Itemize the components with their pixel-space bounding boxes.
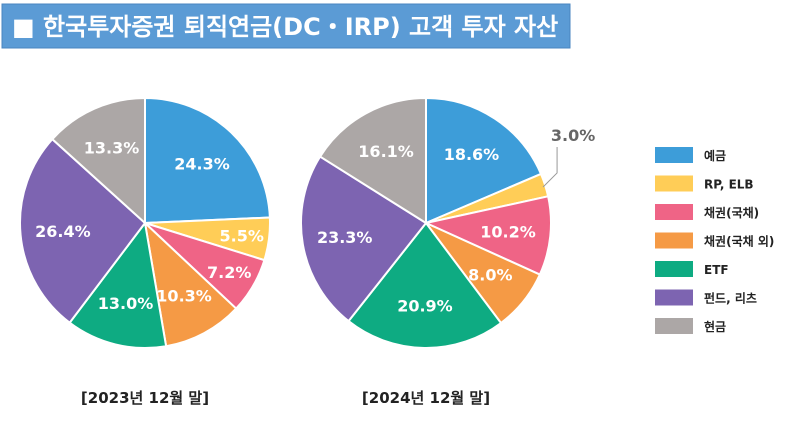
legend-label: 예금 [704,148,726,163]
legend-swatch [655,204,693,220]
legend-item: RP, ELB [655,175,754,192]
legend-label: 펀드, 리츠 [704,291,757,306]
legend-swatch [655,175,693,192]
leader-line [542,146,558,188]
data-label: 10.3% [156,287,212,306]
pie-slice [300,155,428,323]
data-label: 8.0% [468,266,512,285]
pie-slice [318,96,427,225]
legend-swatch [655,147,693,163]
pie-slice [347,221,503,349]
data-label: 26.4% [35,222,91,241]
legend-label: 채권(국채) [704,205,759,220]
pie-slice [425,96,543,225]
legend-item: 채권(국채 외) [655,232,774,249]
data-label: 18.6% [444,145,500,164]
data-label: 23.3% [317,228,373,247]
legend-swatch [655,289,693,306]
legend-swatch [655,318,693,334]
legend-swatch [655,261,693,277]
data-label: 13.3% [84,139,140,158]
data-label: 10.2% [480,223,536,242]
legend-label: 채권(국채 외) [704,234,774,249]
pie-slice [50,96,146,226]
pie-slice [143,220,238,348]
data-label: 16.1% [358,142,414,161]
data-label: 7.2% [207,263,251,282]
legend-item: 채권(국채) [655,204,759,220]
pie-slice [144,96,271,225]
legend-swatch [655,232,693,249]
legend-item: 펀드, 리츠 [655,289,757,306]
page-title: ■ 한국투자증권 퇴직연금(DC・IRP) 고객 투자 자산 [12,13,558,41]
legend-item: 예금 [655,147,726,163]
pie-title-2024: [2024년 12월 말] [362,389,490,407]
data-label: 20.9% [397,296,453,315]
data-label: 13.0% [98,294,154,313]
pie-title-2023: [2023년 12월 말] [81,389,209,407]
pie-slice [68,220,168,349]
pie-1: 18.6% 3.0% 10.2% 8.0% 20.9% 23.3% 16.1% [300,96,595,349]
data-label: 24.3% [174,154,230,173]
pie-slice [422,195,552,276]
data-label: 5.5% [220,227,264,246]
data-label: 3.0% [551,126,595,145]
title-banner [1,3,571,49]
legend-label: RP, ELB [704,178,754,192]
legend-item: ETF [655,261,729,277]
legend-label: ETF [704,263,729,277]
pie-0: 24.3% 5.5% 7.2% 10.3%13.0% 26.4% 13.3% [19,96,271,349]
legend-label: 현금 [704,319,726,334]
legend-item: 현금 [655,318,726,334]
pie-slice [19,137,147,325]
